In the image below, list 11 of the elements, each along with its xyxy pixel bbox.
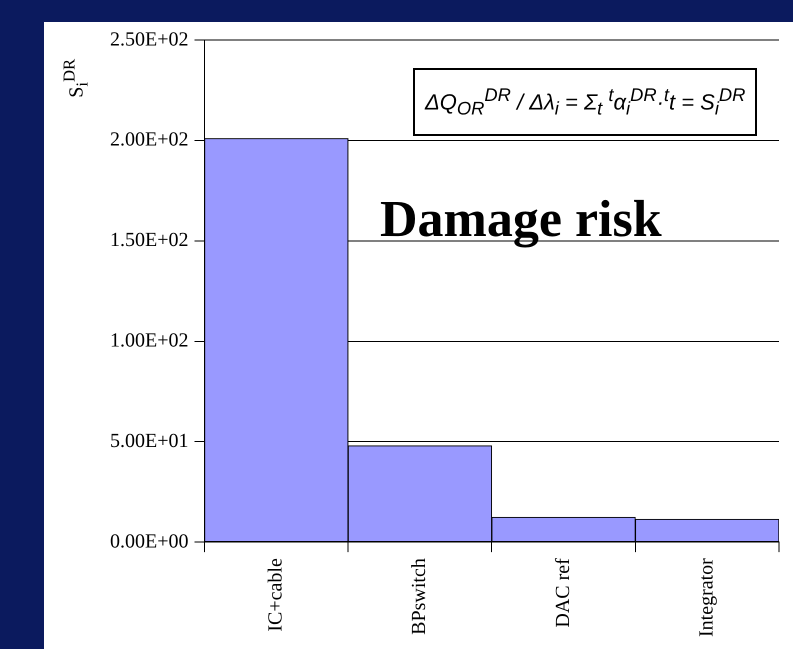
y-tick-label: 0.00E+00 xyxy=(110,530,188,552)
x-tick-label: BPswitch xyxy=(408,558,430,635)
x-tick-label: IC+cable xyxy=(264,558,287,632)
y-tick-label: 1.00E+02 xyxy=(110,330,188,352)
y-tick-label: 5.00E+01 xyxy=(110,430,188,452)
y-tick-label: 1.50E+02 xyxy=(110,229,188,252)
x-tick-label: DAC ref xyxy=(552,558,574,628)
y-tick-label: 2.50E+02 xyxy=(110,28,188,50)
text: Damage risk xyxy=(380,190,662,249)
x-tick-label: Integrator xyxy=(695,558,718,638)
y-tick-label: 2.00E+02 xyxy=(110,128,188,151)
